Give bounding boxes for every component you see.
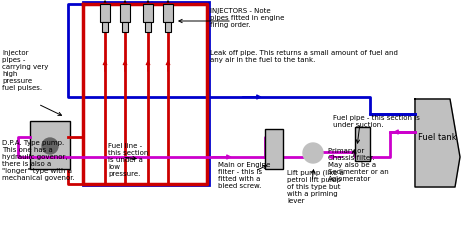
Bar bbox=[163, 5, 173, 23]
Bar bbox=[120, 5, 130, 23]
Bar bbox=[102, 23, 108, 33]
Text: D.P.A. Type pump.
This one has a
hydraulic govenor,
there is also a
"longer" typ: D.P.A. Type pump. This one has a hydraul… bbox=[2, 139, 75, 180]
Bar bbox=[30, 122, 70, 169]
Text: INJECTORS - Note
pipes fitted in engine
firing order.: INJECTORS - Note pipes fitted in engine … bbox=[210, 8, 284, 28]
Text: Lift pump (like a
petrol lift pump
of this type but
with a priming
lever: Lift pump (like a petrol lift pump of th… bbox=[287, 169, 344, 204]
Circle shape bbox=[303, 143, 323, 163]
Text: Primary or
Chassis filter.
May also be a
Sedimenter or an
Aglomerator: Primary or Chassis filter. May also be a… bbox=[328, 147, 389, 181]
Bar bbox=[122, 23, 128, 33]
Bar bbox=[143, 5, 153, 23]
Polygon shape bbox=[415, 99, 460, 187]
Text: Injector
pipes -
carrying very
high
pressure
fuel pulses.: Injector pipes - carrying very high pres… bbox=[2, 50, 48, 91]
Bar bbox=[355, 127, 370, 161]
Bar bbox=[83, 3, 209, 185]
Text: Fuel line -
this section
is under a
low
pressure.: Fuel line - this section is under a low … bbox=[108, 142, 148, 176]
Circle shape bbox=[42, 138, 58, 154]
Text: Leak off pipe. This returns a small amount of fuel and
any air in the fuel to th: Leak off pipe. This returns a small amou… bbox=[210, 50, 398, 63]
Text: Fuel tank: Fuel tank bbox=[418, 132, 456, 141]
Bar bbox=[145, 23, 151, 33]
Bar bbox=[265, 129, 283, 169]
Bar bbox=[165, 23, 171, 33]
Text: Main or Engine
filter - this is
fitted with a
bleed screw.: Main or Engine filter - this is fitted w… bbox=[218, 161, 270, 188]
Bar bbox=[100, 5, 110, 23]
Text: Fuel pipe - this section is
under suction.: Fuel pipe - this section is under suctio… bbox=[333, 115, 420, 127]
